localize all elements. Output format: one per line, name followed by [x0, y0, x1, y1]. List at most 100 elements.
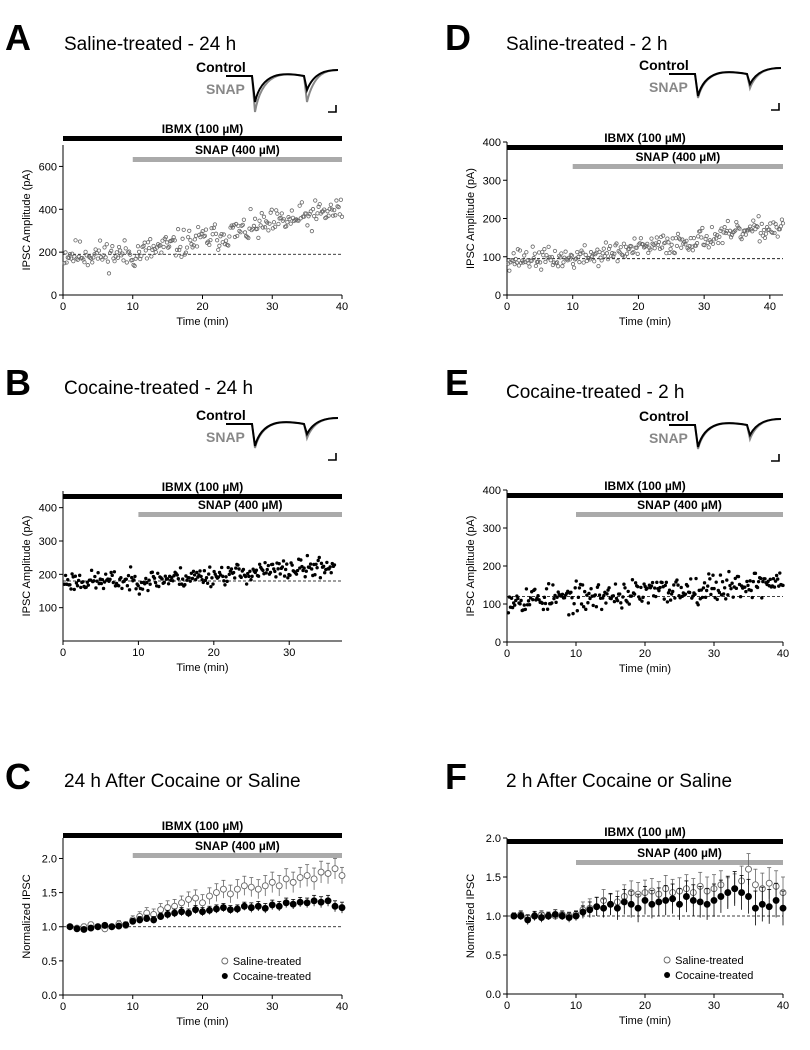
data-point	[66, 578, 70, 582]
data-point	[513, 603, 517, 607]
data-point	[543, 601, 548, 606]
x-tick-label: 40	[764, 301, 776, 313]
data-point	[573, 257, 578, 262]
data-point	[224, 575, 228, 579]
data-point	[591, 603, 595, 608]
data-point	[135, 244, 141, 249]
data-point	[211, 582, 215, 586]
data-point	[241, 567, 246, 572]
data-point	[102, 245, 107, 250]
data-point	[316, 558, 320, 563]
data-point	[662, 597, 666, 601]
data-point	[296, 218, 301, 223]
data-point	[538, 260, 543, 265]
data-point	[105, 259, 110, 264]
data-point	[524, 250, 529, 255]
y-tick-label: 300	[483, 175, 501, 187]
data-point	[216, 575, 221, 579]
data-point	[775, 577, 780, 581]
data-point	[535, 259, 541, 264]
panel-letter: E	[445, 362, 469, 403]
data-point	[276, 567, 280, 571]
data-point	[64, 260, 69, 265]
data-point	[646, 250, 651, 255]
cocaine-point	[627, 900, 635, 908]
data-point	[84, 253, 89, 258]
data-point	[570, 261, 576, 267]
data-point	[661, 233, 666, 238]
scale-bar	[328, 105, 337, 113]
data-point	[216, 247, 221, 252]
data-point	[84, 585, 88, 589]
data-point	[318, 576, 323, 580]
data-point	[199, 574, 203, 579]
data-point	[127, 588, 132, 592]
cocaine-point	[324, 897, 332, 905]
panel-e: E Cocaine-treated - 2 h IBMX (100 µM) SNAP …	[445, 362, 789, 675]
data-point	[162, 580, 166, 585]
data-point	[601, 246, 606, 251]
data-point	[246, 571, 250, 576]
data-point	[678, 237, 683, 242]
data-point	[576, 254, 581, 260]
data-point	[516, 596, 520, 601]
trace-label-snap: SNAP	[206, 429, 245, 445]
data-point	[200, 577, 204, 582]
cocaine-point	[731, 885, 739, 893]
cocaine-point	[607, 900, 614, 908]
data-point	[223, 583, 227, 587]
data-point	[333, 213, 338, 218]
data-point	[515, 247, 520, 252]
data-point	[641, 595, 645, 600]
snap-bar	[576, 512, 783, 517]
data-point	[633, 581, 638, 585]
data-point	[178, 244, 183, 250]
data-point	[198, 569, 202, 573]
data-point	[730, 581, 734, 585]
data-point	[518, 260, 524, 265]
data-point	[517, 248, 523, 253]
x-tick-label: 30	[283, 647, 295, 659]
data-point	[665, 600, 670, 604]
data-point	[526, 599, 531, 603]
data-point	[270, 562, 275, 567]
data-point	[768, 577, 772, 582]
data-point	[281, 559, 286, 563]
data-point	[581, 604, 586, 609]
data-point	[672, 583, 676, 587]
data-point	[275, 211, 280, 216]
data-point	[582, 243, 587, 248]
data-point	[315, 211, 320, 216]
data-point	[153, 250, 158, 255]
data-point	[314, 216, 319, 222]
x-tick-label: 30	[708, 1000, 720, 1012]
data-point	[551, 583, 555, 587]
data-point	[125, 584, 130, 588]
panel-letter: D	[445, 17, 471, 58]
data-point	[760, 596, 764, 600]
data-point	[514, 598, 518, 603]
data-point	[531, 597, 535, 602]
data-point	[171, 579, 175, 583]
data-point	[620, 253, 625, 258]
cocaine-point	[676, 900, 683, 908]
data-point	[249, 577, 253, 582]
data-point	[571, 265, 577, 270]
data-point	[581, 260, 586, 265]
cocaine-point	[745, 893, 752, 900]
data-point	[603, 240, 608, 245]
data-point	[85, 263, 90, 268]
data-point	[114, 250, 119, 255]
cocaine-point	[689, 896, 697, 904]
data-point	[561, 260, 566, 265]
data-point	[130, 575, 134, 580]
cocaine-point	[613, 904, 621, 912]
data-point	[522, 603, 526, 607]
data-point	[289, 208, 294, 213]
data-point	[261, 214, 267, 219]
legend-label-saline: Saline-treated	[675, 955, 744, 967]
data-point	[133, 256, 138, 261]
data-point	[160, 238, 165, 243]
snap-bar	[132, 853, 342, 858]
data-point	[247, 574, 251, 579]
